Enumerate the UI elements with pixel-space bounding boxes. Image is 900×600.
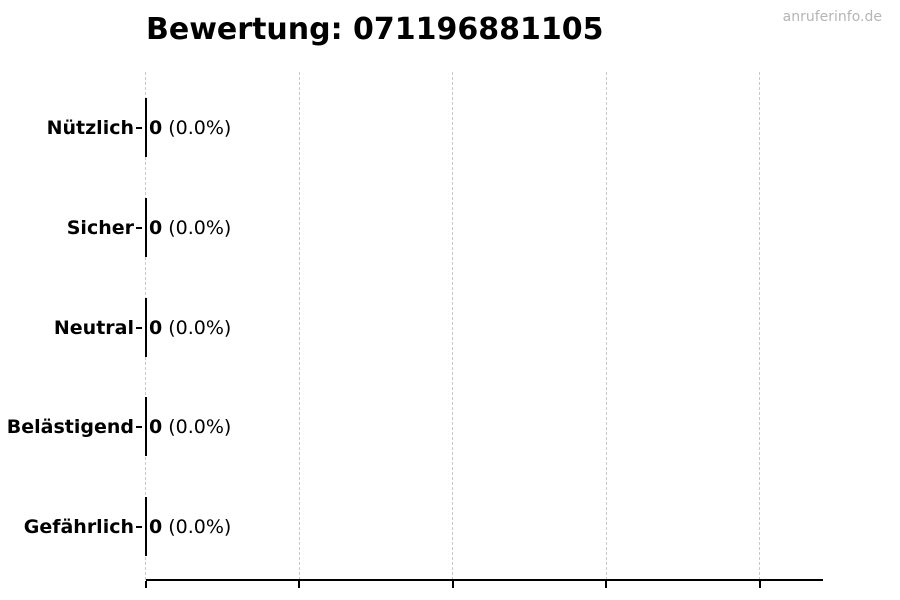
zero-value-bar [145,397,147,456]
x-axis-tick-3 [605,581,607,588]
value-count: 0 [149,516,163,538]
zero-value-bar [145,198,147,257]
category-label: Nützlich [46,117,134,139]
value-label: 0 (0.0%) [149,317,231,339]
value-percent: (0.0%) [168,117,232,139]
x-axis-line [146,579,823,581]
watermark-text: anruferinfo.de [782,9,882,25]
value-label: 0 (0.0%) [149,117,231,139]
zero-value-bar [145,497,147,556]
chart-title: Bewertung: 071196881105 [146,12,604,47]
value-count: 0 [149,416,163,438]
bar-row-nuetzlich: Nützlich 0 (0.0%) [0,78,900,178]
x-axis-tick-4 [759,581,761,588]
x-axis-tick-2 [452,581,454,588]
bar-row-gefaehrlich: Gefährlich 0 (0.0%) [0,477,900,577]
category-label: Gefährlich [23,516,134,538]
y-axis-tick [136,127,142,129]
value-count: 0 [149,117,163,139]
y-axis-tick [136,227,142,229]
x-axis-tick-1 [298,581,300,588]
bar-row-belaestigend: Belästigend 0 (0.0%) [0,377,900,477]
value-count: 0 [149,217,163,239]
x-axis-tick-0 [145,581,147,588]
value-count: 0 [149,317,163,339]
zero-value-bar [145,98,147,157]
category-label: Sicher [66,217,134,239]
bar-row-neutral: Neutral 0 (0.0%) [0,278,900,378]
category-label: Belästigend [6,416,134,438]
value-percent: (0.0%) [168,516,232,538]
y-axis-tick [136,526,142,528]
value-label: 0 (0.0%) [149,516,231,538]
value-percent: (0.0%) [168,416,232,438]
gridline-x3 [606,72,607,580]
y-axis-tick [136,327,142,329]
gridline-x1 [299,72,300,580]
bar-row-sicher: Sicher 0 (0.0%) [0,178,900,278]
gridline-x2 [452,72,453,580]
value-label: 0 (0.0%) [149,416,231,438]
zero-value-bar [145,298,147,357]
value-label: 0 (0.0%) [149,217,231,239]
y-axis-tick [136,426,142,428]
gridline-x4 [759,72,760,580]
value-percent: (0.0%) [168,317,232,339]
value-percent: (0.0%) [168,217,232,239]
category-label: Neutral [53,317,134,339]
